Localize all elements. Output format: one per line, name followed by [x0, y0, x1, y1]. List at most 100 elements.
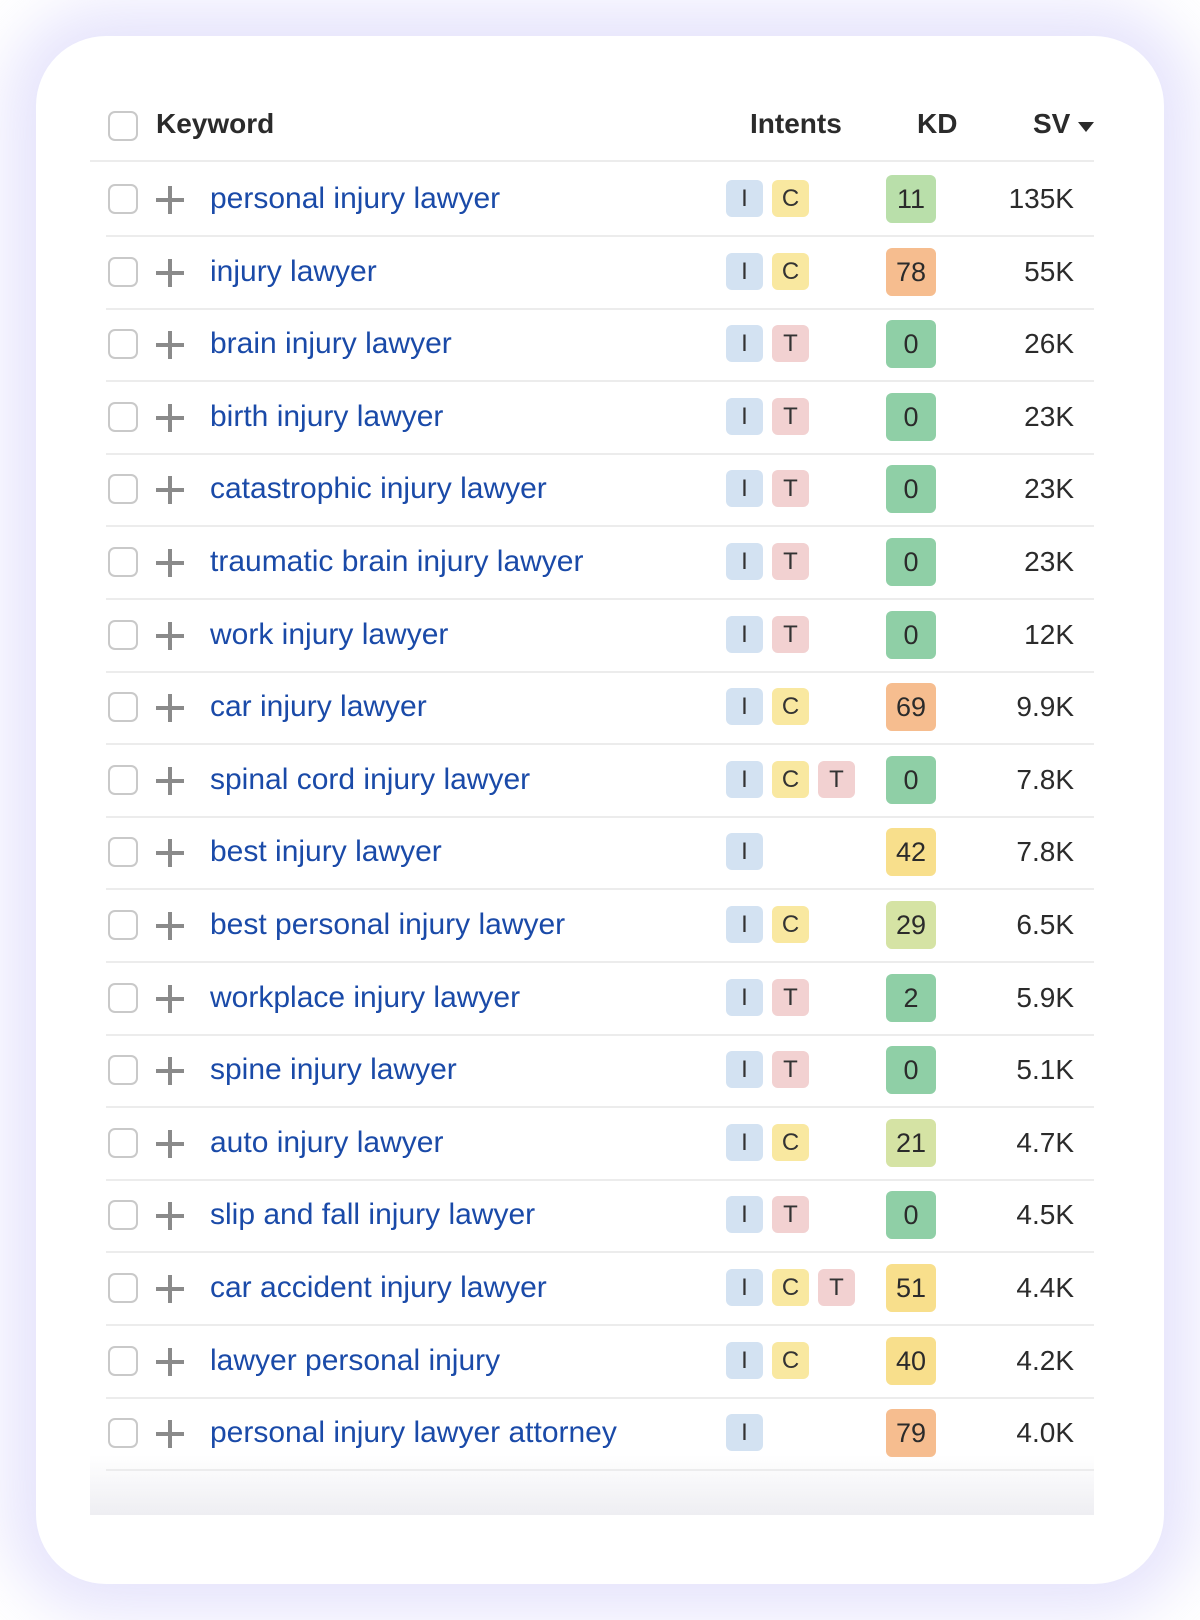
- intent-badge[interactable]: I: [726, 470, 763, 508]
- add-keyword-plus-icon[interactable]: [156, 258, 184, 287]
- intent-badge[interactable]: C: [772, 688, 809, 726]
- add-keyword-plus-icon[interactable]: [156, 766, 184, 795]
- add-keyword-plus-icon[interactable]: [156, 1275, 184, 1303]
- intent-badge[interactable]: I: [726, 833, 763, 871]
- intent-badge[interactable]: I: [726, 543, 763, 580]
- intent-badge[interactable]: I: [726, 397, 763, 435]
- intent-badge[interactable]: I: [726, 978, 763, 1016]
- intent-badge[interactable]: C: [772, 906, 809, 943]
- intent-badge[interactable]: I: [726, 1341, 763, 1379]
- row-checkbox[interactable]: [108, 474, 138, 505]
- add-keyword-plus-icon[interactable]: [156, 1347, 184, 1376]
- keyword-link[interactable]: traumatic brain injury lawyer: [210, 545, 584, 578]
- keyword-link[interactable]: car injury lawyer: [210, 690, 427, 724]
- intent-badge[interactable]: C: [772, 252, 809, 290]
- row-checkbox[interactable]: [108, 837, 138, 868]
- intent-badge[interactable]: I: [726, 906, 763, 943]
- intent-badge[interactable]: I: [726, 180, 763, 217]
- search-volume: 5.1K: [1016, 1054, 1074, 1086]
- keyword-link[interactable]: best injury lawyer: [210, 835, 442, 869]
- keyword-link[interactable]: car accident injury lawyer: [210, 1271, 547, 1304]
- row-checkbox[interactable]: [108, 910, 138, 940]
- intent-badge[interactable]: I: [726, 760, 763, 798]
- add-keyword-plus-icon[interactable]: [156, 331, 184, 360]
- add-keyword-plus-icon[interactable]: [156, 476, 184, 505]
- row-checkbox[interactable]: [108, 547, 138, 577]
- kd-column-header[interactable]: KD: [917, 108, 958, 139]
- intent-badge[interactable]: C: [772, 1269, 809, 1306]
- row-checkbox[interactable]: [108, 1055, 138, 1086]
- row-checkbox[interactable]: [108, 692, 138, 723]
- intent-badge[interactable]: C: [772, 1341, 809, 1379]
- add-keyword-plus-icon[interactable]: [156, 621, 184, 650]
- keyword-link[interactable]: spinal cord injury lawyer: [210, 762, 531, 796]
- intent-badge[interactable]: I: [726, 1269, 763, 1306]
- row-checkbox[interactable]: [108, 764, 138, 795]
- keyword-link[interactable]: brain injury lawyer: [210, 327, 452, 361]
- sort-descending-icon[interactable]: [1078, 122, 1094, 132]
- row-divider: [106, 235, 1094, 237]
- add-keyword-plus-icon[interactable]: [156, 1057, 184, 1086]
- row-checkbox[interactable]: [108, 619, 138, 650]
- intent-badge[interactable]: I: [726, 1414, 763, 1452]
- keyword-link[interactable]: personal injury lawyer attorney: [210, 1416, 617, 1450]
- intents-column-header[interactable]: Intents: [750, 108, 842, 139]
- add-keyword-plus-icon[interactable]: [156, 186, 184, 214]
- intent-badge[interactable]: T: [772, 543, 809, 580]
- add-keyword-plus-icon[interactable]: [156, 1129, 184, 1158]
- keyword-link[interactable]: auto injury lawyer: [210, 1125, 444, 1159]
- add-keyword-plus-icon[interactable]: [156, 1420, 184, 1449]
- intent-badge[interactable]: I: [726, 688, 763, 726]
- row-checkbox[interactable]: [108, 401, 138, 432]
- row-checkbox[interactable]: [108, 1345, 138, 1376]
- intent-badge[interactable]: I: [726, 1123, 763, 1161]
- select-all-checkbox[interactable]: [108, 111, 138, 141]
- intent-badge[interactable]: T: [772, 615, 809, 653]
- intent-badge[interactable]: I: [726, 1051, 763, 1089]
- add-keyword-plus-icon[interactable]: [156, 403, 184, 432]
- add-keyword-plus-icon[interactable]: [156, 984, 184, 1013]
- keyword-link[interactable]: personal injury lawyer: [210, 182, 501, 215]
- row-checkbox[interactable]: [108, 184, 138, 214]
- intent-badge[interactable]: T: [818, 1269, 855, 1306]
- intent-badge[interactable]: I: [726, 325, 763, 363]
- keyword-link[interactable]: work injury lawyer: [210, 617, 449, 651]
- row-checkbox[interactable]: [108, 982, 138, 1013]
- keyword-link[interactable]: spine injury lawyer: [210, 1053, 457, 1087]
- intent-badge[interactable]: T: [772, 397, 809, 435]
- row-checkbox[interactable]: [108, 256, 138, 287]
- add-keyword-plus-icon[interactable]: [156, 1202, 184, 1231]
- intent-badge[interactable]: T: [772, 1051, 809, 1089]
- keyword-link[interactable]: injury lawyer: [210, 254, 377, 288]
- intent-badge[interactable]: T: [772, 470, 809, 508]
- add-keyword-plus-icon[interactable]: [156, 839, 184, 868]
- add-keyword-plus-icon[interactable]: [156, 549, 184, 577]
- intent-badge[interactable]: T: [772, 325, 809, 363]
- intent-badge[interactable]: T: [818, 760, 855, 798]
- kd-score-badge: 0: [886, 465, 936, 514]
- row-checkbox[interactable]: [108, 1273, 138, 1303]
- row-checkbox[interactable]: [108, 1200, 138, 1231]
- keyword-link[interactable]: best personal injury lawyer: [210, 908, 566, 941]
- intent-badge[interactable]: T: [772, 1196, 809, 1234]
- keyword-link[interactable]: workplace injury lawyer: [210, 980, 521, 1014]
- intent-badge[interactable]: I: [726, 252, 763, 290]
- add-keyword-plus-icon[interactable]: [156, 694, 184, 723]
- keyword-link[interactable]: catastrophic injury lawyer: [210, 472, 547, 506]
- keyword-link[interactable]: lawyer personal injury: [210, 1343, 501, 1377]
- intent-badge[interactable]: T: [772, 978, 809, 1016]
- intent-badge[interactable]: C: [772, 760, 809, 798]
- row-checkbox[interactable]: [108, 1418, 138, 1449]
- keyword-column-header[interactable]: Keyword: [156, 108, 275, 139]
- row-checkbox[interactable]: [108, 1127, 138, 1158]
- keyword-link[interactable]: birth injury lawyer: [210, 399, 444, 433]
- add-keyword-plus-icon[interactable]: [156, 912, 184, 940]
- row-checkbox[interactable]: [108, 329, 138, 360]
- intent-badge[interactable]: I: [726, 1196, 763, 1234]
- keyword-link[interactable]: slip and fall injury lawyer: [210, 1198, 536, 1232]
- intent-badge[interactable]: C: [772, 180, 809, 217]
- sv-column-header[interactable]: SV: [1033, 108, 1071, 139]
- intent-badge[interactable]: C: [772, 1123, 809, 1161]
- intent-badge[interactable]: I: [726, 615, 763, 653]
